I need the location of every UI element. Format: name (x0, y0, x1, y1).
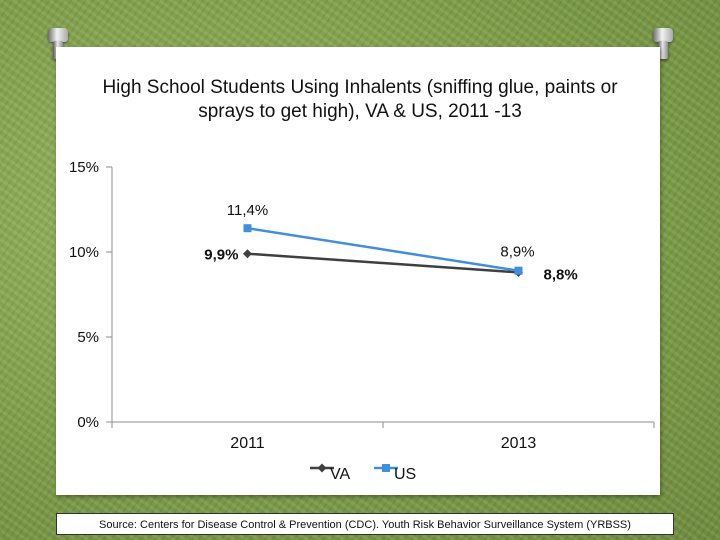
x-tick-label: 2011 (230, 435, 265, 452)
data-label-va: 9,9% (204, 247, 238, 264)
legend-marker-va (317, 463, 327, 473)
y-tick-label: 5% (77, 329, 99, 346)
y-tick-label: 0% (77, 414, 99, 431)
y-tick-label: 10% (69, 244, 99, 261)
data-point-us (243, 224, 252, 233)
legend-label-va: VA (330, 466, 350, 483)
data-label-va: 8,8% (544, 266, 578, 283)
y-tick-label: 15% (69, 159, 99, 176)
series-line-va (247, 252, 519, 274)
x-tick-label: 2013 (501, 435, 537, 452)
chart-card (56, 47, 660, 495)
legend-marker-us (382, 464, 390, 472)
data-label-us: 8,9% (500, 244, 534, 261)
data-point-va (243, 249, 252, 259)
series-line-us (247, 226, 519, 272)
legend-label-us: US (394, 466, 416, 483)
source-note: Source: Centers for Disease Control & Pr… (56, 513, 674, 535)
data-point-us (514, 266, 523, 275)
chart-title: High School Students Using Inhalents (sn… (102, 77, 618, 122)
pushpin-icon (653, 28, 673, 60)
data-label-us: 11,4% (227, 202, 268, 219)
